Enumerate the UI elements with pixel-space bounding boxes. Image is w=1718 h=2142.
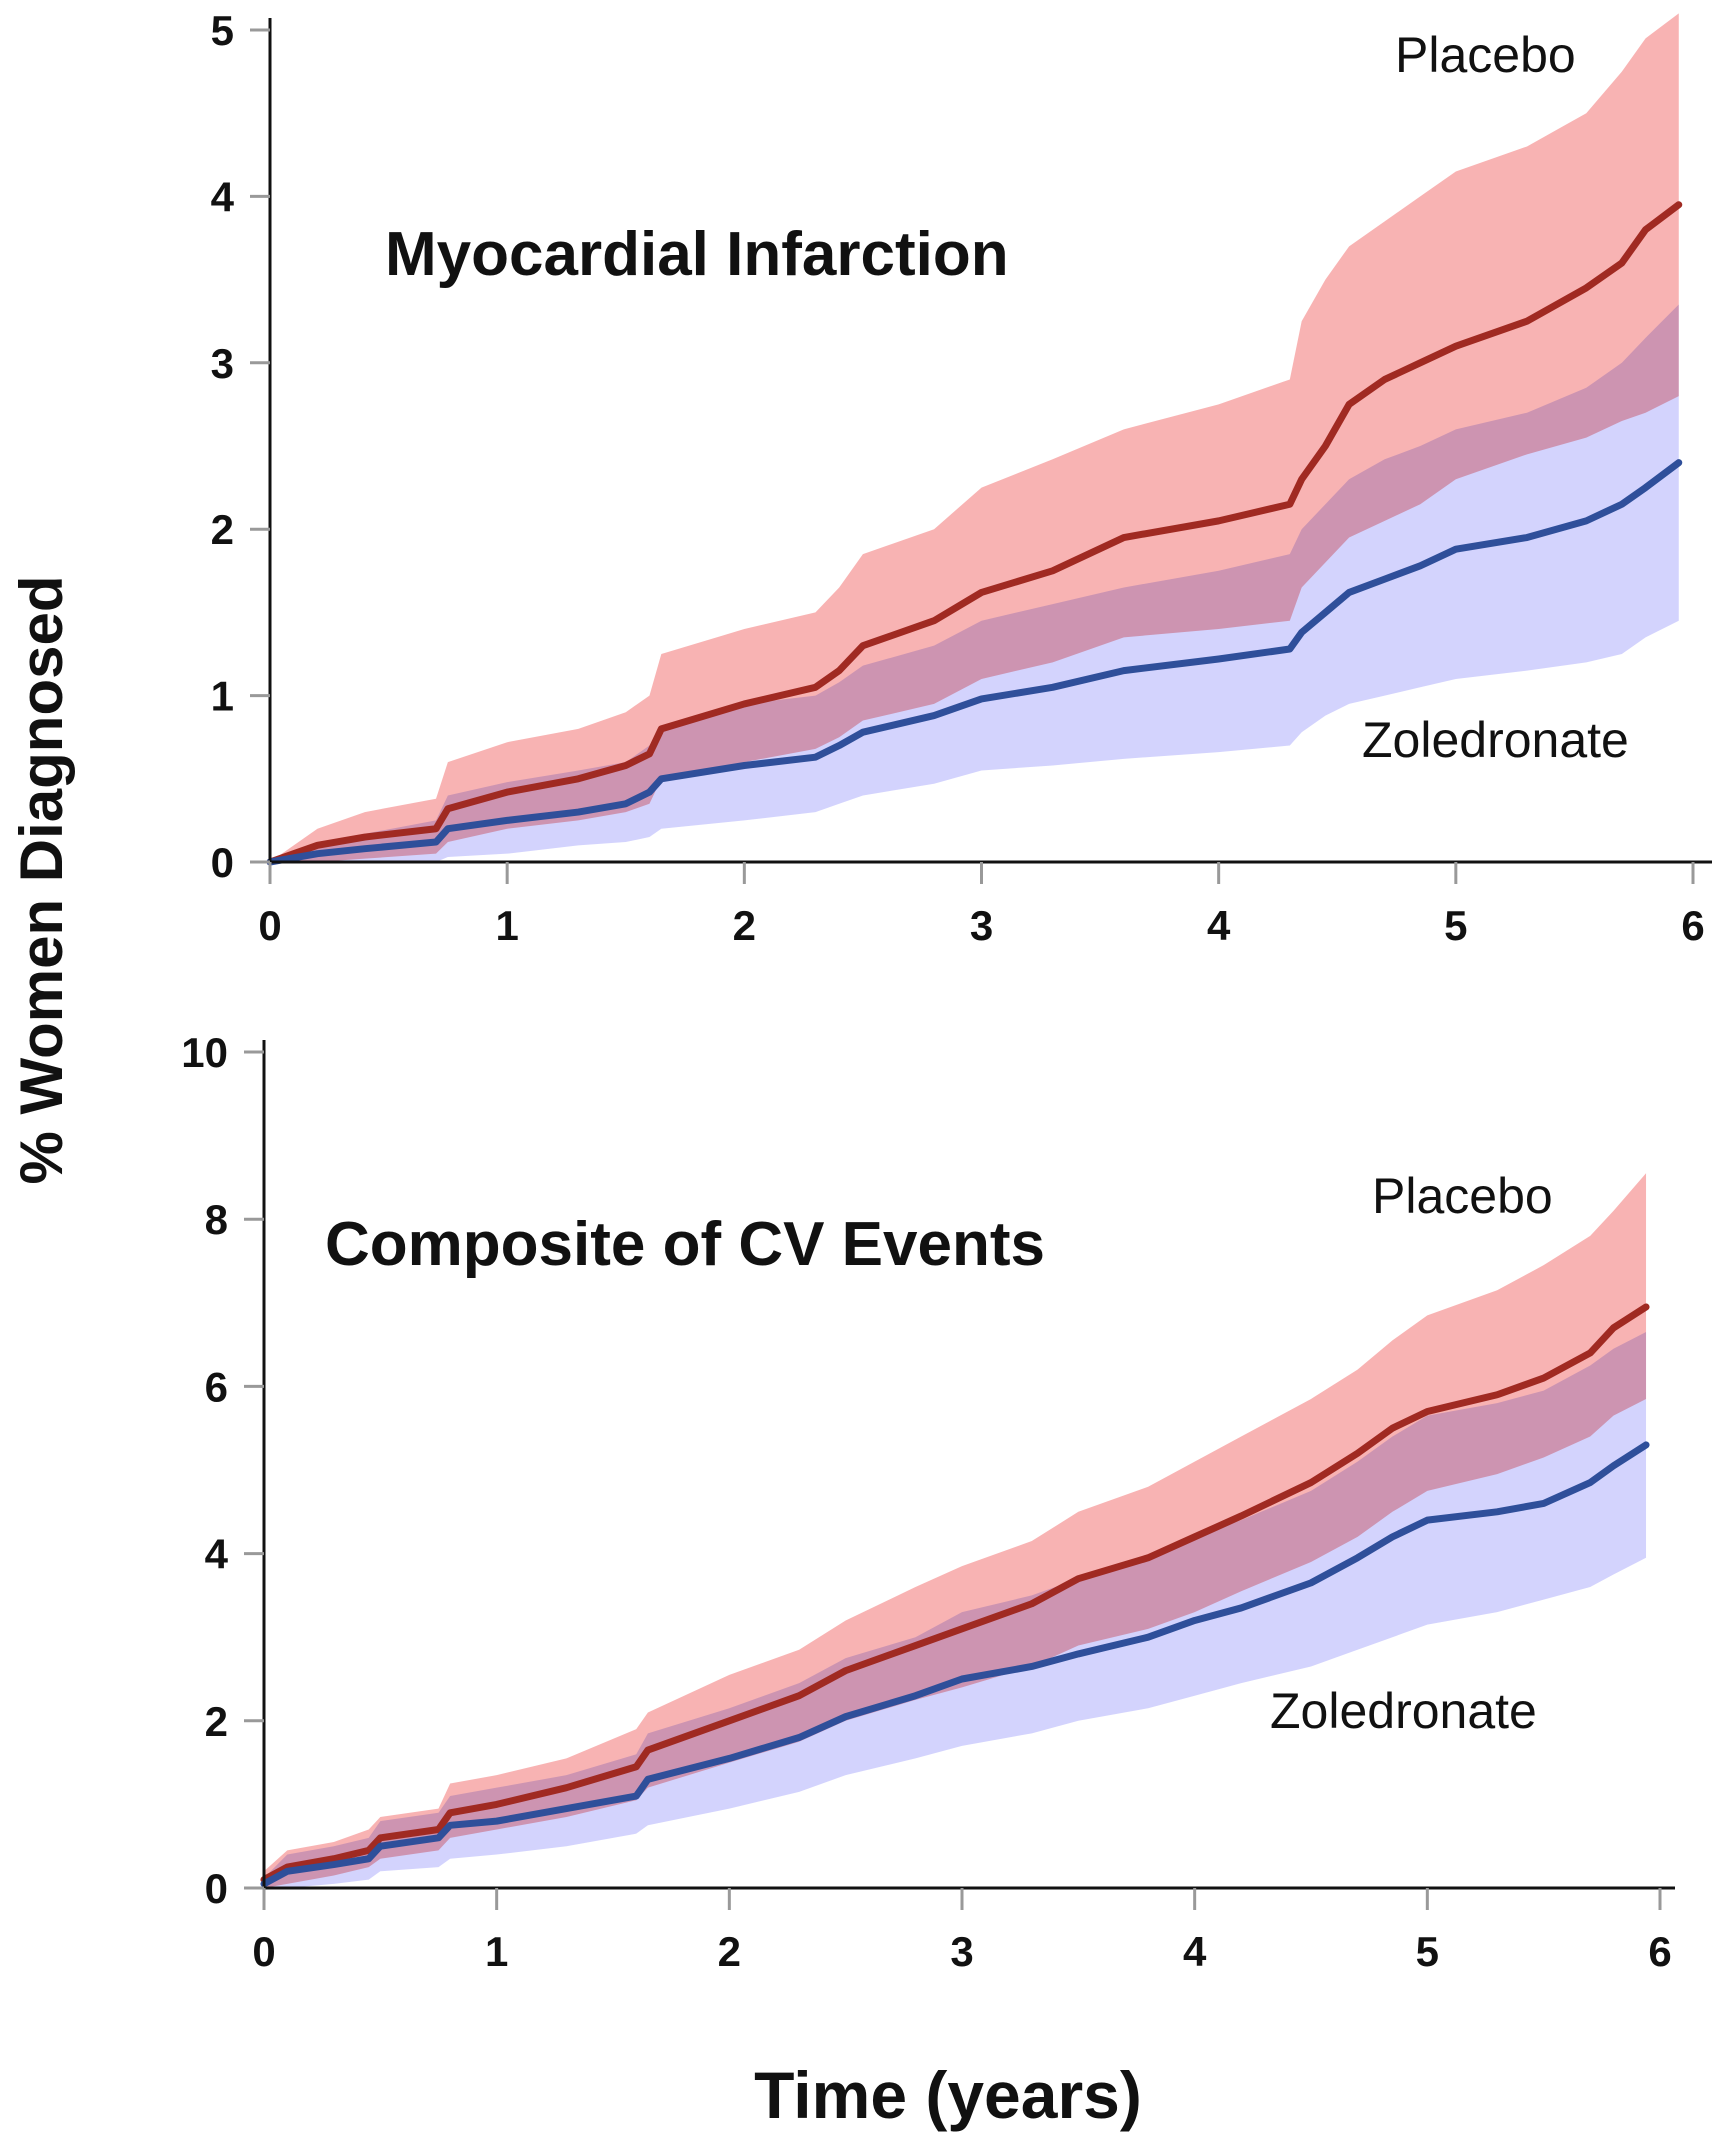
x-tick-label: 1: [495, 902, 518, 949]
y-tick-label: 10: [181, 1029, 228, 1076]
ci-band-placebo: [264, 1173, 1647, 1888]
x-tick-label: 2: [733, 902, 756, 949]
series-lines: [260, 1303, 1650, 1888]
x-tick-label: 5: [1416, 1928, 1439, 1975]
panel-composite-cv-events: 0 1 2 3 4 5 6 0 2 4 6 8 10 Composite of CV Events Pl…: [181, 1029, 1675, 1975]
series-label-zoledronate: Zoledronate: [1270, 1683, 1537, 1739]
tick-labels: 0 1 2 3 4 5 6 0 1 2 3 4 5: [211, 7, 1705, 949]
y-tick-label: 2: [205, 1698, 228, 1745]
x-tick-label: 0: [258, 902, 281, 949]
x-tick-label: 2: [718, 1928, 741, 1975]
x-tick-label: 3: [950, 1928, 973, 1975]
y-tick-label: 2: [211, 506, 234, 553]
y-tick-label: 1: [211, 673, 234, 720]
line-placebo: [260, 1303, 1650, 1884]
series-lines: [266, 201, 1683, 866]
tick-labels: 0 1 2 3 4 5 6 0 2 4 6 8 10: [181, 1029, 1671, 1975]
line-zoledronate: [266, 459, 1683, 866]
x-tick-label: 1: [485, 1928, 508, 1975]
x-tick-label: 5: [1444, 902, 1467, 949]
line-zoledronate: [260, 1441, 1650, 1888]
series-label-placebo: Placebo: [1395, 27, 1576, 83]
x-tick-label: 6: [1681, 902, 1704, 949]
confidence-bands: [264, 1173, 1647, 1888]
y-tick-label: 8: [205, 1196, 228, 1243]
y-tick-label: 4: [211, 173, 235, 220]
line-placebo: [266, 201, 1683, 866]
axes: [250, 18, 1712, 884]
x-tick-label: 0: [252, 1928, 275, 1975]
x-tick-label: 4: [1207, 902, 1231, 949]
ci-band-placebo: [270, 13, 1679, 863]
ci-band-zoledronate: [270, 304, 1679, 862]
y-tick-label: 6: [205, 1363, 228, 1410]
y-tick-label: 0: [211, 839, 234, 886]
y-tick-label: 4: [205, 1531, 229, 1578]
panel-title: Composite of CV Events: [325, 1210, 1045, 1279]
y-axis-title: % Women Diagnosed: [8, 576, 75, 1185]
series-label-zoledronate: Zoledronate: [1362, 712, 1629, 768]
panel-title: Myocardial Infarction: [385, 220, 1009, 289]
x-tick-label: 3: [970, 902, 993, 949]
y-tick-label: 3: [211, 340, 234, 387]
panel-myocardial-infarction: 0 1 2 3 4 5 6 0 1 2 3 4 5 Myocardial Infarction Plac…: [211, 7, 1712, 949]
confidence-bands: [270, 13, 1679, 863]
x-tick-label: 4: [1183, 1928, 1207, 1975]
y-tick-label: 0: [205, 1865, 228, 1912]
x-tick-label: 6: [1648, 1928, 1671, 1975]
x-axis-title: Time (years): [754, 2058, 1142, 2132]
series-label-placebo: Placebo: [1372, 1168, 1553, 1224]
axes: [244, 1040, 1675, 1910]
y-tick-label: 5: [211, 7, 234, 54]
